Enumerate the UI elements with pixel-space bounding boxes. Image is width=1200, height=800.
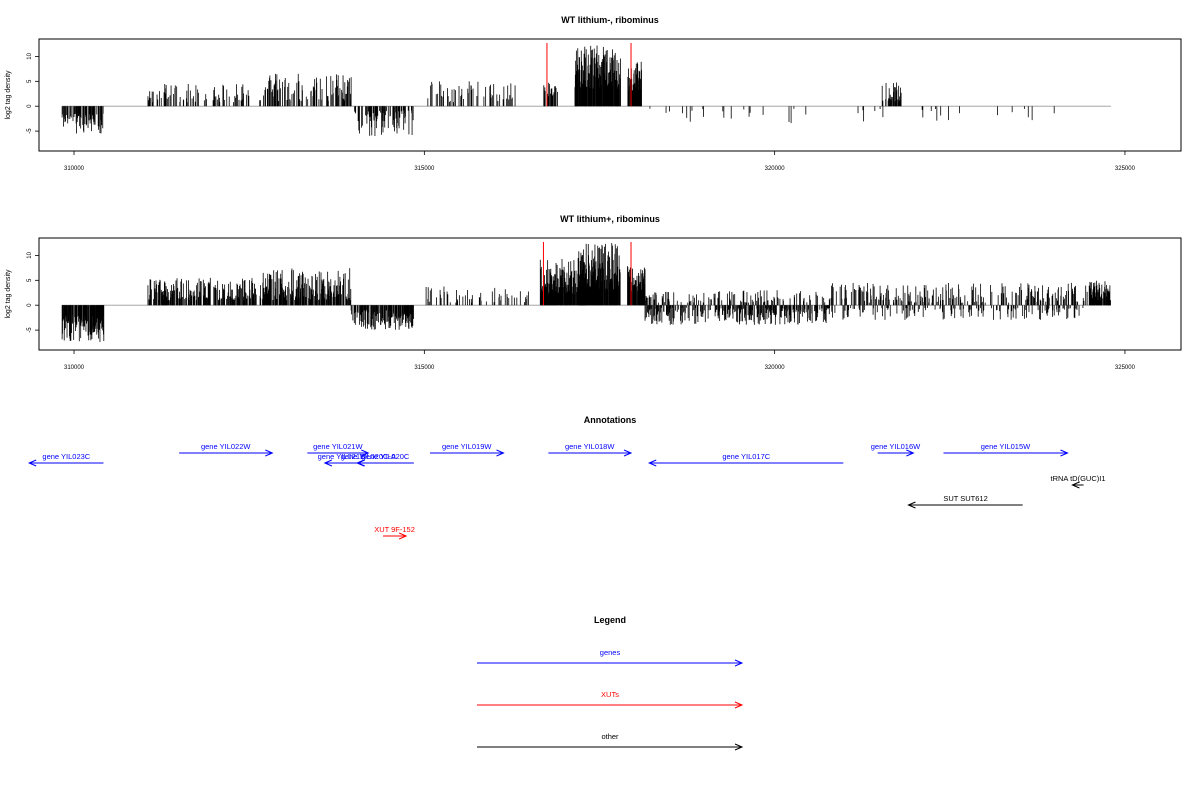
y-tick-label: 10	[27, 251, 33, 258]
y-tick-label: -5	[27, 128, 33, 134]
y-tick-label: 5	[27, 278, 33, 282]
annotation-arrow: gene YIL017C	[647, 452, 844, 467]
x-tick-label: 325000	[1115, 166, 1136, 172]
annotation-label: SUT SUT612	[943, 494, 987, 503]
annotation-label: gene YIL020C	[362, 452, 410, 461]
legend-label: other	[601, 732, 619, 741]
legend: genes XUTs other	[477, 648, 744, 751]
annotation-label: gene YIL022W	[201, 442, 251, 451]
annotation-label: gene YIL021B	[318, 452, 365, 461]
annotation-label: gene YIL017C	[722, 452, 770, 461]
x-tick-label: 310000	[64, 365, 85, 371]
annotation-label: gene YIL021W	[313, 442, 363, 451]
y-tick-label: 0	[27, 104, 33, 108]
panel-title: WT lithium-, ribominus	[561, 15, 659, 25]
x-tick-label: 310000	[64, 166, 85, 172]
legend-entry: XUTs	[477, 690, 744, 709]
legend-entry: genes	[477, 648, 744, 667]
x-axis: 310000 315000 320000 325000	[64, 350, 1136, 371]
annotation-label: gene YIL023C	[42, 452, 90, 461]
annotation-arrow: gene YIL016W	[871, 442, 921, 457]
legend-label: XUTs	[601, 690, 619, 699]
signal-bars	[61, 241, 1111, 342]
annotation-label: gene YIL016W	[871, 442, 921, 451]
x-tick-label: 320000	[765, 365, 786, 371]
annotation-arrow: gene YIL021W	[307, 442, 370, 457]
annotation-label: gene YIL020C-A	[341, 452, 396, 461]
x-tick-label: 315000	[414, 365, 435, 371]
y-axis-label: log2 tag density	[5, 70, 12, 120]
y-axis: -5 0 5 10	[27, 251, 39, 333]
y-tick-label: 5	[27, 79, 33, 83]
annotation-arrow: tRNA tD(GUC)I1	[1051, 474, 1106, 489]
annotation-arrow: gene YIL018W	[548, 442, 633, 457]
annotation-arrow: gene YIL020C	[355, 452, 414, 467]
annotation-arrow: SUT SUT612	[907, 494, 1023, 509]
signal-bars	[61, 42, 1111, 137]
annotation-arrow: gene YIL023C	[27, 452, 104, 467]
annotation-arrow: gene YIL015W	[943, 442, 1069, 457]
annotation-arrow: gene YIL022W	[179, 442, 274, 457]
annotation-arrow: XUT 9F-152	[374, 525, 415, 540]
y-axis: -5 0 5 10	[27, 52, 39, 134]
annotation-label: gene YIL019W	[442, 442, 492, 451]
y-axis-label: log2 tag density	[5, 269, 12, 319]
annotation-label: gene YIL018W	[565, 442, 615, 451]
panel-lithium-plus: WT lithium+, ribominus log2 tag density …	[5, 214, 1182, 371]
panel-title: WT lithium+, ribominus	[560, 214, 660, 224]
legend-title: Legend	[594, 615, 626, 625]
x-tick-label: 315000	[414, 166, 435, 172]
x-axis: 310000 315000 320000 325000	[64, 151, 1136, 172]
plot-frame	[38, 237, 1182, 351]
y-tick-label: 10	[27, 52, 33, 59]
x-tick-label: 325000	[1115, 365, 1136, 371]
annotation-arrow: gene YIL021B	[318, 452, 365, 467]
annotation-label: XUT 9F-152	[374, 525, 415, 534]
x-tick-label: 320000	[765, 166, 786, 172]
annotation-arrow: gene YIL019W	[429, 442, 505, 457]
annotation-label: tRNA tD(GUC)I1	[1051, 474, 1106, 483]
annotation-label: gene YIL015W	[981, 442, 1031, 451]
panel-lithium-minus: WT lithium-, ribominus log2 tag density …	[5, 15, 1182, 172]
legend-label: genes	[600, 648, 621, 657]
legend-entry: other	[477, 732, 744, 751]
y-tick-label: -5	[27, 327, 33, 333]
plot-frame	[38, 38, 1182, 152]
annotations-title: Annotations	[584, 415, 637, 425]
y-tick-label: 0	[27, 303, 33, 307]
